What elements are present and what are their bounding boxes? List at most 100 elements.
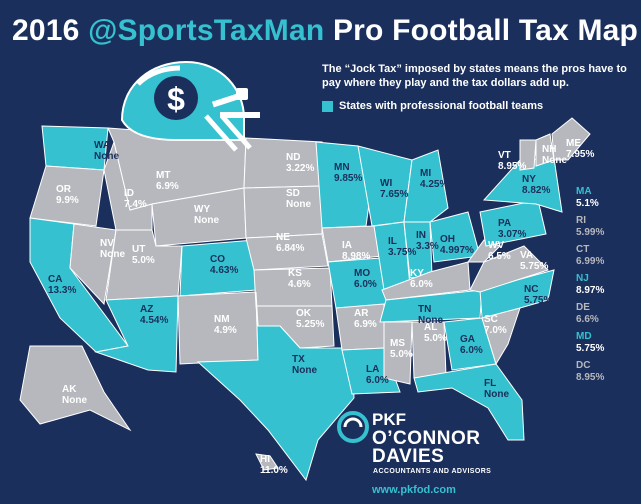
state-abbr: VA — [520, 250, 533, 261]
state-label-ut: UT 5.0% — [132, 244, 155, 266]
state-rate: 5.0% — [132, 255, 155, 266]
state-abbr: PA — [498, 218, 511, 229]
state-abbr: KY — [410, 268, 424, 279]
ne-item-nj: NJ 8.97% — [576, 273, 636, 297]
state-vt — [519, 139, 537, 171]
ne-abbr: NJ — [576, 273, 589, 284]
state-rate: 8.98% — [342, 251, 370, 262]
state-rate: None — [94, 151, 119, 162]
state-abbr: NY — [522, 174, 536, 185]
title-handle: @SportsTaxMan — [88, 14, 325, 47]
state-ky — [381, 261, 471, 301]
state-label-ia: IA 8.98% — [342, 240, 370, 262]
state-abbr: VT — [498, 150, 511, 161]
state-rate: 5.25% — [296, 319, 324, 330]
state-label-al: AL 5.0% — [424, 322, 447, 344]
state-abbr: ME — [566, 138, 581, 149]
state-rate: 3.75% — [388, 247, 416, 258]
state-abbr: WY — [194, 204, 210, 215]
state-label-wv: WV 6.5% — [488, 240, 511, 262]
state-hi — [255, 453, 279, 471]
state-abbr: IA — [342, 240, 352, 251]
state-pa — [479, 199, 547, 247]
state-label-fl: FL None — [484, 378, 509, 400]
state-label-wa: WA None — [94, 140, 119, 162]
state-rate: None — [62, 395, 87, 406]
ne-item-ma: MA 5.1% — [576, 186, 636, 210]
state-label-wi: WI 7.65% — [380, 178, 408, 200]
state-label-hi: HI 11.0% — [260, 454, 288, 476]
state-label-la: LA 6.0% — [366, 364, 389, 386]
state-label-nd: ND 3.22% — [286, 152, 314, 174]
pkf-wordmark: PKF — [372, 410, 406, 429]
state-label-nh: NH None — [542, 144, 567, 166]
state-rate: 7.65% — [380, 189, 408, 200]
ne-rate: 8.95% — [576, 372, 605, 383]
ne-item-ri: RI 5.99% — [576, 215, 636, 239]
state-abbr: MI — [420, 168, 431, 179]
firm-name-line2: DAVIES — [372, 446, 445, 467]
state-abbr: WA — [94, 140, 110, 151]
state-rate: 5.75% — [524, 295, 552, 306]
state-nc — [479, 269, 555, 319]
state-label-ms: MS 5.0% — [390, 338, 413, 360]
firm-url[interactable]: www.pkfod.com — [372, 484, 456, 496]
state-rate: 9.85% — [334, 173, 362, 184]
state-rate: 11.0% — [260, 465, 288, 476]
state-label-in: IN 3.3% — [416, 230, 439, 252]
state-rate: 7.4% — [124, 199, 147, 210]
state-abbr: WI — [380, 178, 392, 189]
state-wv — [467, 239, 501, 263]
state-ny — [482, 157, 563, 213]
ne-abbr: MD — [576, 331, 592, 342]
state-label-az: AZ 4.54% — [140, 304, 168, 326]
state-abbr: SC — [484, 314, 498, 325]
state-abbr: WV — [488, 240, 504, 251]
ne-rate: 5.75% — [576, 343, 605, 354]
state-label-me: ME 7.95% — [566, 138, 594, 160]
state-label-id: ID 7.4% — [124, 188, 147, 210]
state-rate: 5.75% — [520, 261, 548, 272]
state-label-mn: MN 9.85% — [334, 162, 362, 184]
state-ne — [245, 233, 329, 271]
state-abbr: IL — [388, 236, 397, 247]
title-suffix: Pro Football Tax Map — [324, 14, 639, 47]
state-label-ok: OK 5.25% — [296, 308, 324, 330]
state-label-wy: WY None — [194, 204, 219, 226]
state-me — [551, 117, 591, 161]
state-label-ne: NE 6.84% — [276, 232, 304, 254]
state-abbr: HI — [260, 454, 270, 465]
firm-name-line1: O’CONNOR — [372, 428, 481, 449]
dollar-sign-icon: $ — [167, 81, 185, 117]
state-rate: 6.9% — [354, 319, 377, 330]
state-abbr: GA — [460, 334, 475, 345]
state-rate: None — [286, 199, 311, 210]
state-label-pa: PA 3.07% — [498, 218, 526, 240]
pkf-logo-icon — [337, 411, 369, 443]
state-label-ak: AK None — [62, 384, 87, 406]
state-rate: 4.9% — [214, 325, 237, 336]
state-rate: 3.22% — [286, 163, 314, 174]
legend-swatch — [322, 100, 333, 112]
legend-label: States with professional football teams — [339, 100, 544, 112]
state-rate: 4.63% — [210, 265, 238, 276]
state-abbr: CO — [210, 254, 225, 265]
state-rate: 6.5% — [488, 251, 511, 262]
firm-tagline: ACCOUNTANTS AND ADVISORS — [373, 468, 492, 475]
state-abbr: LA — [366, 364, 379, 375]
state-rate: None — [194, 215, 219, 226]
state-abbr: CA — [48, 274, 62, 285]
page-title: 2016 @SportsTaxMan Pro Football Tax Map — [12, 14, 638, 48]
state-abbr: OH — [440, 234, 455, 245]
state-mi — [403, 149, 449, 223]
state-label-mo: MO 6.0% — [354, 268, 377, 290]
state-label-vt: VT 8.95% — [498, 150, 526, 172]
ne-abbr: DE — [576, 302, 590, 313]
ne-rate: 5.99% — [576, 227, 605, 238]
state-rate: 6.84% — [276, 243, 304, 254]
state-abbr: ID — [124, 188, 134, 199]
ne-rate: 6.99% — [576, 256, 605, 267]
ne-item-de: DE 6.6% — [576, 302, 636, 326]
